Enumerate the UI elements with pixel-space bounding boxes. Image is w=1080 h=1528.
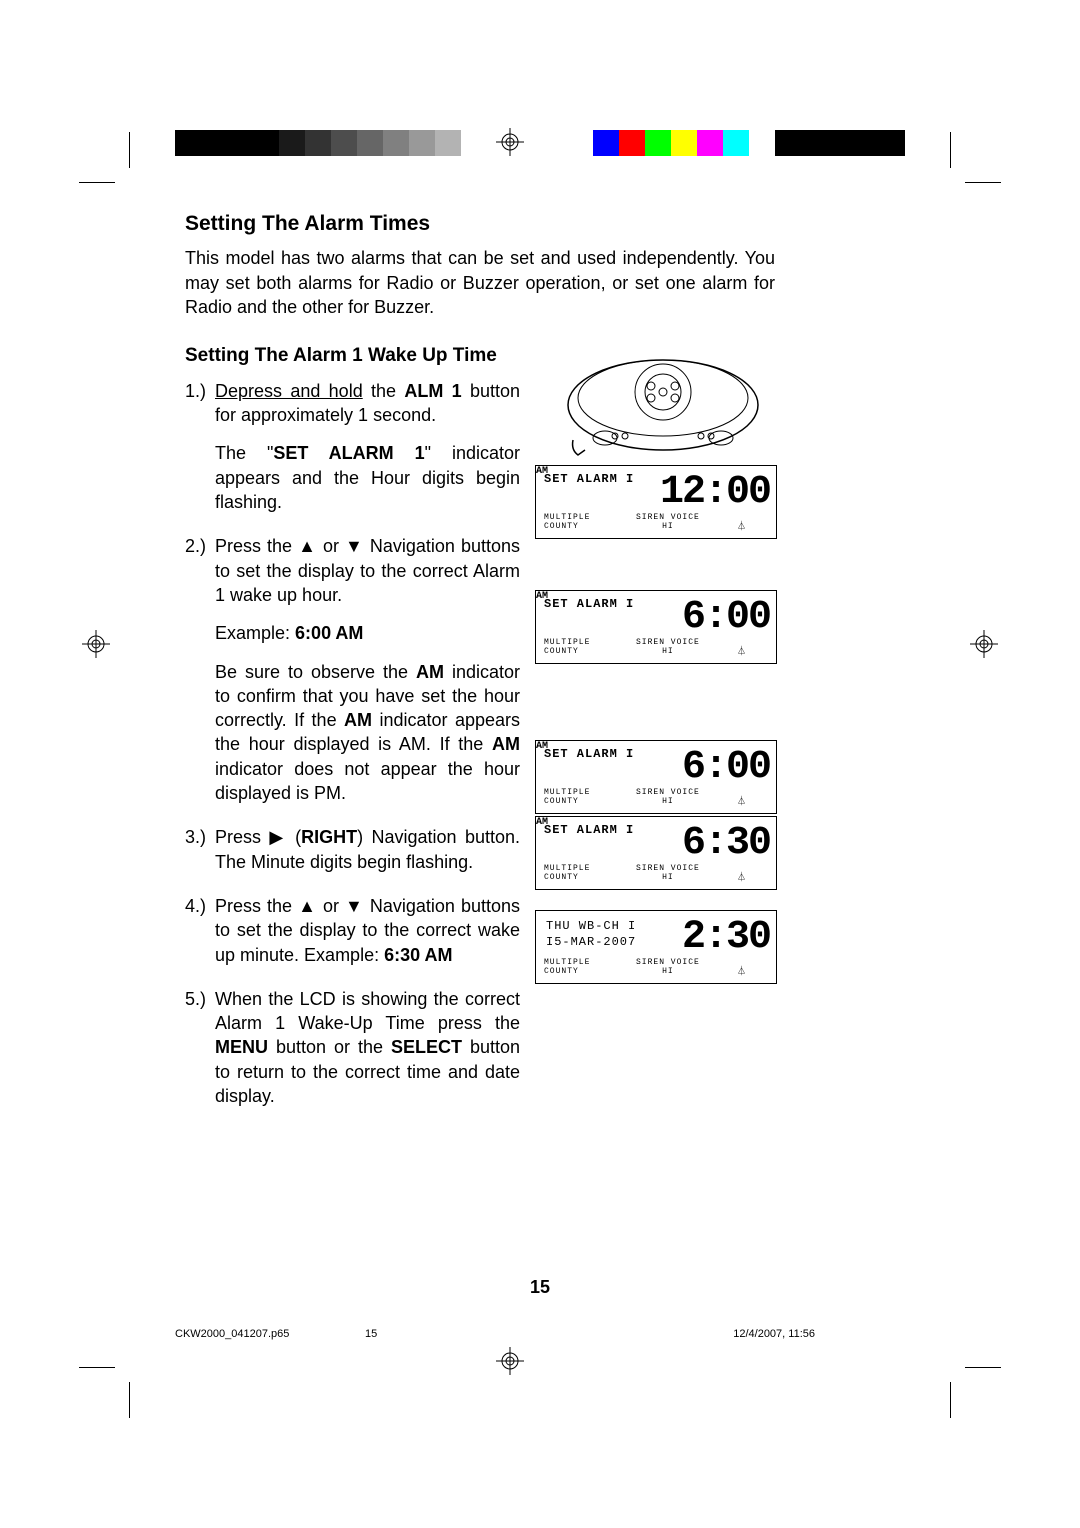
lcd-siren-voice: SIREN VOICEHI: [636, 639, 700, 657]
footer-page: 15: [365, 1328, 377, 1340]
lcd-time: 2:30: [682, 915, 770, 960]
step-text: When the LCD is showing the correct Alar…: [215, 987, 520, 1108]
color-bar-grayscale: [175, 130, 487, 156]
lcd-display: SET ALARM IAM6:00MULTIPLECOUNTYSIREN VOI…: [535, 740, 777, 814]
step-body: When the LCD is showing the correct Alar…: [215, 987, 520, 1108]
lcd-display: SET ALARM IAM6:30MULTIPLECOUNTYSIREN VOI…: [535, 816, 777, 890]
step-body: Press the ▲ or ▼ Navigation buttons to s…: [215, 534, 520, 805]
lcd-siren-voice: SIREN VOICEHI: [636, 789, 700, 807]
step-number: 2.): [185, 534, 215, 805]
footer-date: 12/4/2007, 11:56: [733, 1328, 815, 1340]
lcd-display: SET ALARM IAM6:00MULTIPLECOUNTYSIREN VOI…: [535, 590, 777, 664]
page-content: Setting The Alarm Times This model has t…: [185, 210, 785, 1128]
lcd-time: 12:00: [660, 470, 770, 515]
lcd-siren-voice: SIREN VOICEHI: [636, 959, 700, 977]
footer: CKW2000_041207.p65 15 12/4/2007, 11:56: [175, 1328, 815, 1340]
lcd-multiple-county: MULTIPLECOUNTY: [544, 959, 590, 977]
lcd-day-label: THU WB-CH I: [546, 919, 636, 933]
step-item: 1.)Depress and hold the ALM 1 button for…: [185, 379, 520, 514]
registration-mark-icon: [496, 1347, 524, 1375]
step-number: 3.): [185, 825, 215, 874]
lcd-mode-label: SET ALARM I: [544, 747, 634, 761]
lcd-display: THU WB-CH I I5-MAR-2007 2:30 MULTIPLECOUNTY…: [535, 910, 777, 984]
lcd-antenna-icon: ⏃: [737, 644, 746, 657]
heading-main: Setting The Alarm Times: [185, 210, 785, 238]
lcd-multiple-county: MULTIPLECOUNTY: [544, 514, 590, 532]
registration-mark-icon: [496, 128, 524, 156]
step-text: Be sure to observe the AM indicator to c…: [215, 660, 520, 806]
lcd-time: 6:00: [682, 595, 770, 640]
intro-text: This model has two alarms that can be se…: [185, 246, 775, 319]
step-number: 1.): [185, 379, 215, 514]
step-text: Depress and hold the ALM 1 button for ap…: [215, 379, 520, 428]
step-item: 4.)Press the ▲ or ▼ Navigation buttons t…: [185, 894, 520, 967]
lcd-antenna-icon: ⏃: [737, 964, 746, 977]
step-text: Press the ▲ or ▼ Navigation buttons to s…: [215, 894, 520, 967]
step-item: 3.)Press ▶ (RIGHT) Navigation button. Th…: [185, 825, 520, 874]
lcd-mode-label: SET ALARM I: [544, 472, 634, 486]
step-item: 2.)Press the ▲ or ▼ Navigation buttons t…: [185, 534, 520, 805]
color-bar-process: [593, 130, 905, 156]
lcd-time: 6:30: [682, 821, 770, 866]
step-text: Example: 6:00 AM: [215, 621, 520, 645]
lcd-date-label: I5-MAR-2007: [546, 935, 636, 949]
step-body: Press the ▲ or ▼ Navigation buttons to s…: [215, 894, 520, 967]
lcd-siren-voice: SIREN VOICEHI: [636, 865, 700, 883]
lcd-siren-voice: SIREN VOICEHI: [636, 514, 700, 532]
lcd-mode-label: SET ALARM I: [544, 597, 634, 611]
registration-mark-icon: [82, 630, 110, 658]
lcd-display: SET ALARM IAM12:00MULTIPLECOUNTYSIREN VO…: [535, 465, 777, 539]
lcd-mode-label: SET ALARM I: [544, 823, 634, 837]
figures-column: SET ALARM IAM12:00MULTIPLECOUNTYSIREN VO…: [535, 350, 790, 466]
step-item: 5.)When the LCD is showing the correct A…: [185, 987, 520, 1108]
footer-file: CKW2000_041207.p65: [175, 1328, 289, 1340]
step-body: Depress and hold the ALM 1 button for ap…: [215, 379, 520, 514]
lcd-antenna-icon: ⏃: [737, 794, 746, 807]
lcd-multiple-county: MULTIPLECOUNTY: [544, 789, 590, 807]
registration-mark-icon: [970, 630, 998, 658]
step-text: The "SET ALARM 1" indicator appears and …: [215, 441, 520, 514]
step-text: Press the ▲ or ▼ Navigation buttons to s…: [215, 534, 520, 607]
lcd-multiple-county: MULTIPLECOUNTY: [544, 639, 590, 657]
steps-list: 1.)Depress and hold the ALM 1 button for…: [185, 379, 520, 1108]
step-number: 4.): [185, 894, 215, 967]
device-illustration: [553, 350, 773, 460]
lcd-antenna-icon: ⏃: [737, 870, 746, 883]
step-number: 5.): [185, 987, 215, 1108]
step-text: Press ▶ (RIGHT) Navigation button. The M…: [215, 825, 520, 874]
lcd-multiple-county: MULTIPLECOUNTY: [544, 865, 590, 883]
page-number: 15: [0, 1277, 1080, 1298]
lcd-antenna-icon: ⏃: [737, 519, 746, 532]
step-body: Press ▶ (RIGHT) Navigation button. The M…: [215, 825, 520, 874]
lcd-time: 6:00: [682, 745, 770, 790]
